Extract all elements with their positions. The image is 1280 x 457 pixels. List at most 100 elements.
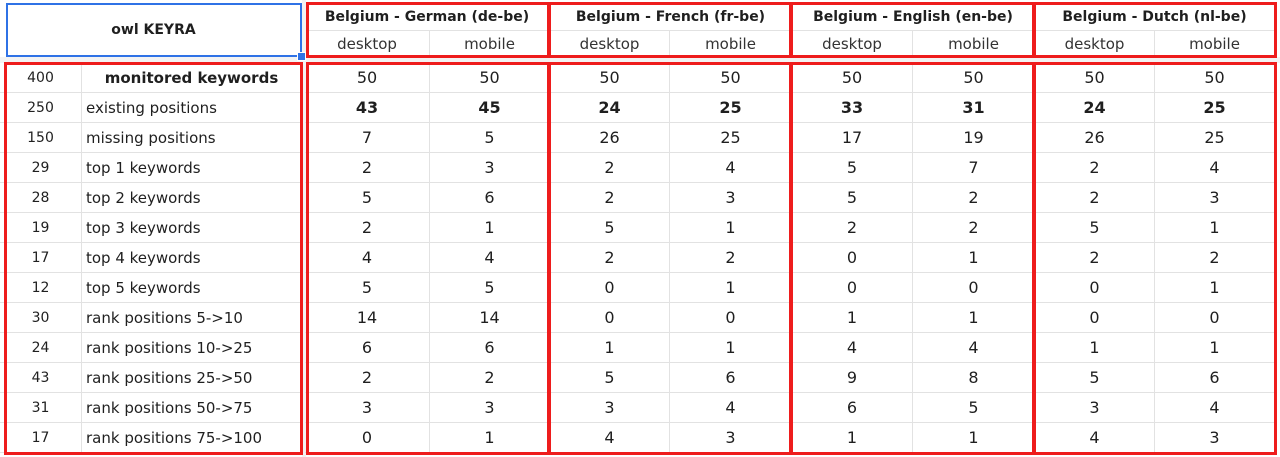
value-cell[interactable]: 3: [430, 393, 550, 423]
value-cell[interactable]: 6: [430, 333, 550, 363]
row-label[interactable]: existing positions: [82, 93, 302, 123]
value-cell[interactable]: 1: [1155, 213, 1275, 243]
value-cell[interactable]: 2: [913, 183, 1035, 213]
value-cell[interactable]: 7: [913, 153, 1035, 183]
row-total[interactable]: 28: [0, 183, 82, 213]
value-cell[interactable]: 3: [1035, 393, 1155, 423]
row-total[interactable]: 250: [0, 93, 82, 123]
value-cell[interactable]: 5: [913, 393, 1035, 423]
sheet-title-cell[interactable]: owl KEYRA: [6, 4, 302, 57]
value-cell[interactable]: 24: [550, 93, 670, 123]
value-cell[interactable]: 3: [430, 153, 550, 183]
value-cell[interactable]: 1: [792, 303, 913, 333]
value-cell[interactable]: 1: [792, 423, 913, 453]
value-cell[interactable]: 17: [792, 123, 913, 153]
locale-header[interactable]: Belgium - Dutch (nl-be): [1035, 4, 1275, 31]
value-cell[interactable]: 2: [305, 153, 430, 183]
device-header-desktop[interactable]: desktop: [550, 31, 670, 57]
locale-header[interactable]: Belgium - German (de-be): [305, 4, 550, 31]
value-cell[interactable]: 2: [670, 243, 792, 273]
value-cell[interactable]: 43: [305, 93, 430, 123]
value-cell[interactable]: 0: [550, 273, 670, 303]
value-cell[interactable]: 45: [430, 93, 550, 123]
value-cell[interactable]: 1: [1155, 333, 1275, 363]
value-cell[interactable]: 4: [430, 243, 550, 273]
value-cell[interactable]: 1: [913, 423, 1035, 453]
value-cell[interactable]: 0: [792, 243, 913, 273]
value-cell[interactable]: 25: [670, 93, 792, 123]
value-cell[interactable]: 1: [430, 213, 550, 243]
value-cell[interactable]: 14: [305, 303, 430, 333]
value-cell[interactable]: 2: [305, 363, 430, 393]
value-cell[interactable]: 2: [550, 183, 670, 213]
value-cell[interactable]: 26: [1035, 123, 1155, 153]
device-header-mobile[interactable]: mobile: [913, 31, 1035, 57]
locale-header[interactable]: Belgium - English (en-be): [792, 4, 1035, 31]
value-cell[interactable]: 9: [792, 363, 913, 393]
value-cell[interactable]: 2: [1035, 243, 1155, 273]
value-cell[interactable]: 6: [305, 333, 430, 363]
row-label[interactable]: rank positions 5->10: [82, 303, 302, 333]
value-cell[interactable]: 0: [1155, 303, 1275, 333]
value-cell[interactable]: 4: [1155, 153, 1275, 183]
row-total[interactable]: 400: [0, 63, 82, 93]
value-cell[interactable]: 5: [305, 183, 430, 213]
value-cell[interactable]: 50: [670, 63, 792, 93]
row-total[interactable]: 12: [0, 273, 82, 303]
value-cell[interactable]: 3: [305, 393, 430, 423]
value-cell[interactable]: 25: [1155, 93, 1275, 123]
value-cell[interactable]: 4: [1035, 423, 1155, 453]
row-label[interactable]: missing positions: [82, 123, 302, 153]
row-label[interactable]: rank positions 10->25: [82, 333, 302, 363]
value-cell[interactable]: 5: [305, 273, 430, 303]
row-label[interactable]: top 3 keywords: [82, 213, 302, 243]
row-label[interactable]: top 5 keywords: [82, 273, 302, 303]
value-cell[interactable]: 50: [550, 63, 670, 93]
value-cell[interactable]: 1: [670, 273, 792, 303]
value-cell[interactable]: 4: [1155, 393, 1275, 423]
value-cell[interactable]: 2: [550, 153, 670, 183]
device-header-desktop[interactable]: desktop: [1035, 31, 1155, 57]
value-cell[interactable]: 4: [670, 153, 792, 183]
value-cell[interactable]: 5: [792, 183, 913, 213]
value-cell[interactable]: 6: [670, 363, 792, 393]
row-label[interactable]: rank positions 75->100: [82, 423, 302, 453]
value-cell[interactable]: 25: [670, 123, 792, 153]
row-total[interactable]: 29: [0, 153, 82, 183]
value-cell[interactable]: 1: [913, 243, 1035, 273]
value-cell[interactable]: 5: [430, 123, 550, 153]
device-header-mobile[interactable]: mobile: [670, 31, 792, 57]
value-cell[interactable]: 8: [913, 363, 1035, 393]
value-cell[interactable]: 1: [670, 333, 792, 363]
row-total[interactable]: 19: [0, 213, 82, 243]
device-header-desktop[interactable]: desktop: [305, 31, 430, 57]
row-label[interactable]: top 2 keywords: [82, 183, 302, 213]
value-cell[interactable]: 24: [1035, 93, 1155, 123]
value-cell[interactable]: 26: [550, 123, 670, 153]
value-cell[interactable]: 3: [1155, 423, 1275, 453]
row-total[interactable]: 31: [0, 393, 82, 423]
value-cell[interactable]: 4: [913, 333, 1035, 363]
device-header-mobile[interactable]: mobile: [1155, 31, 1275, 57]
value-cell[interactable]: 1: [1155, 273, 1275, 303]
value-cell[interactable]: 3: [670, 183, 792, 213]
row-label[interactable]: top 4 keywords: [82, 243, 302, 273]
value-cell[interactable]: 2: [305, 213, 430, 243]
value-cell[interactable]: 0: [913, 273, 1035, 303]
value-cell[interactable]: 50: [430, 63, 550, 93]
value-cell[interactable]: 50: [305, 63, 430, 93]
value-cell[interactable]: 2: [792, 213, 913, 243]
row-total[interactable]: 30: [0, 303, 82, 333]
value-cell[interactable]: 2: [913, 213, 1035, 243]
value-cell[interactable]: 0: [305, 423, 430, 453]
value-cell[interactable]: 14: [430, 303, 550, 333]
row-label[interactable]: rank positions 25->50: [82, 363, 302, 393]
device-header-desktop[interactable]: desktop: [792, 31, 913, 57]
value-cell[interactable]: 1: [670, 213, 792, 243]
row-label[interactable]: top 1 keywords: [82, 153, 302, 183]
value-cell[interactable]: 3: [670, 423, 792, 453]
value-cell[interactable]: 4: [550, 423, 670, 453]
value-cell[interactable]: 5: [430, 273, 550, 303]
value-cell[interactable]: 33: [792, 93, 913, 123]
value-cell[interactable]: 4: [792, 333, 913, 363]
